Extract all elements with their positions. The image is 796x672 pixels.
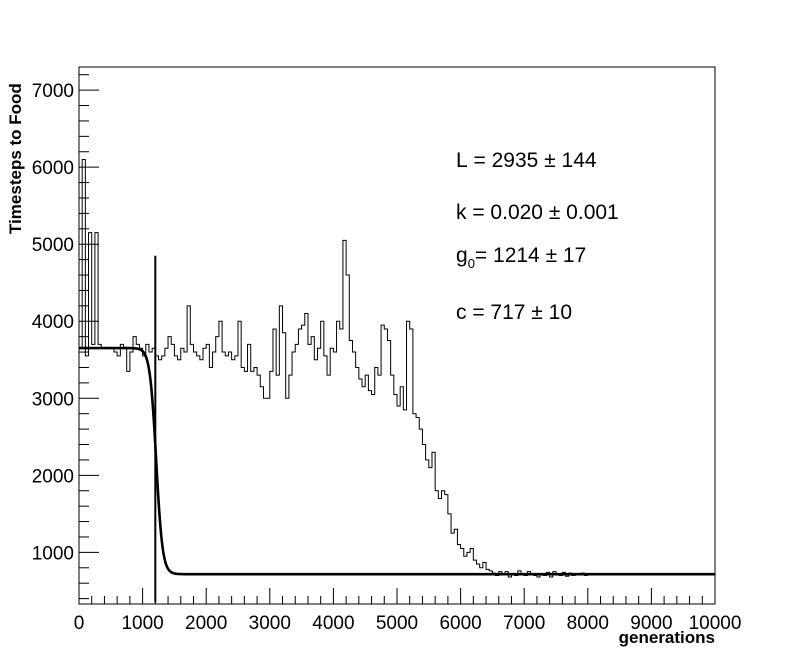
y-tick-label: 2000: [32, 466, 74, 487]
x-tick-label: 8000: [567, 613, 609, 634]
annotation-c: c = 717 ± 10: [456, 302, 572, 327]
annotation-k-value: = 0.020 ± 0.001: [466, 201, 619, 224]
x-tick-label: 10000: [689, 613, 742, 634]
annotation-g0: g0= 1214 ± 17: [456, 245, 586, 270]
y-tick-label: 3000: [32, 389, 74, 410]
annotation-k-label: k: [456, 201, 467, 224]
annotation-L-label: L: [456, 149, 468, 172]
y-tick-label: 4000: [32, 312, 74, 333]
y-tick-label: 5000: [32, 235, 74, 256]
annotation-g0-label: g: [456, 244, 468, 267]
annotation-L: L = 2935 ± 144: [456, 150, 597, 175]
annotation-c-label: c: [456, 301, 467, 324]
annotation-g0-sub: 0: [467, 256, 475, 271]
y-tick-label: 6000: [32, 158, 74, 179]
x-tick-label: 6000: [439, 613, 481, 634]
x-axis: 0 1000 2000 3000 4000 5000 6000 7000 8000 9000 100…: [74, 588, 742, 634]
x-tick-label: 3000: [249, 613, 291, 634]
annotation-g0-value: = 1214 ± 17: [474, 244, 587, 267]
x-tick-label: 1000: [121, 613, 163, 634]
x-tick-label: 0: [74, 613, 85, 634]
annotation-c-value: = 717 ± 10: [466, 301, 573, 324]
x-tick-label: 4000: [312, 613, 354, 634]
x-tick-label: 2000: [185, 613, 227, 634]
x-tick-label: 9000: [630, 613, 672, 634]
y-axis: 1000 2000 3000 4000 5000 6000 7000: [32, 74, 99, 600]
annotation-k: k = 0.020 ± 0.001: [456, 202, 619, 227]
x-tick-label: 5000: [376, 613, 418, 634]
x-axis-title: generations: [619, 628, 715, 647]
annotation-L-value: = 2935 ± 144: [467, 149, 597, 172]
x-tick-label: 7000: [503, 613, 545, 634]
fit-curve: [79, 346, 715, 576]
plot-frame: [78, 66, 716, 605]
y-tick-label: 7000: [32, 81, 74, 102]
y-axis-title: Timesteps to Food: [6, 83, 25, 234]
y-tick-label: 1000: [32, 543, 74, 564]
fit-curve-layer: [79, 255, 715, 603]
